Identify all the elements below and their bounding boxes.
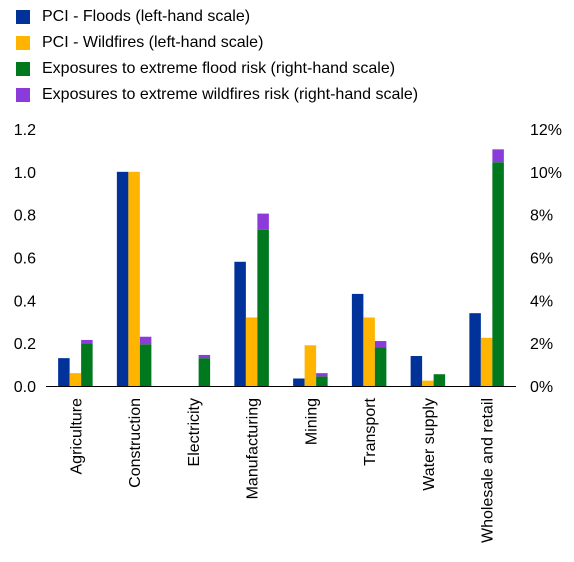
right-tick-label: 12% [530, 122, 562, 139]
x-axis: Agriculture Construction Electricity Manufa… [68, 397, 496, 543]
category-label: Transport [362, 397, 379, 465]
bar-pci-floods [469, 313, 481, 386]
bar-exposure-flood [374, 347, 387, 386]
left-tick-label: 0.4 [14, 293, 36, 310]
legend-item: PCI - Floods (left-hand scale) [16, 4, 418, 30]
bar-pci-wildfires [128, 171, 140, 386]
bar-pci-floods [351, 293, 364, 386]
legend-item: Exposures to extreme flood risk (right-h… [16, 56, 418, 82]
legend-label: Exposures to extreme wildfires risk (rig… [42, 86, 419, 103]
bar-pci-wildfires [363, 317, 375, 386]
legend-item: PCI - Wildfires (left-hand scale) [16, 30, 418, 56]
category-label: Construction [127, 398, 144, 488]
bar-pci-floods [234, 261, 246, 386]
bar-exposure-flood [139, 344, 152, 386]
category-label: Wholesale and retail [480, 398, 497, 543]
category-label: Manufacturing [245, 398, 262, 499]
bar-exposure-flood [198, 358, 211, 386]
right-tick-label: 0% [530, 379, 553, 396]
legend-swatch [16, 88, 30, 102]
left-tick-label: 0.2 [14, 336, 36, 353]
bar-exposure-flood [257, 229, 269, 386]
bar-pci-wildfires [69, 373, 82, 386]
bar-exposure-flood [81, 343, 93, 386]
legend: PCI - Floods (left-hand scale) PCI - Wild… [16, 4, 418, 108]
bar-exposure-flood [316, 376, 328, 386]
legend-label: PCI - Wildfires (left-hand scale) [42, 34, 264, 51]
legend-swatch [16, 36, 30, 50]
right-tick-label: 4% [530, 293, 553, 310]
category-label: Water supply [421, 398, 438, 491]
left-tick-label: 1.2 [14, 122, 36, 139]
left-tick-label: 0.0 [14, 379, 36, 396]
category-label: Agriculture [68, 398, 85, 475]
right-tick-label: 6% [530, 251, 553, 268]
left-tick-label: 1.0 [14, 165, 36, 182]
left-axis: 0.0 0.2 0.4 0.6 0.8 1.0 1.2 [14, 122, 36, 396]
legend-item: Exposures to extreme wildfires risk (rig… [16, 82, 418, 108]
category-label: Electricity [186, 398, 203, 466]
category-label: Mining [303, 398, 320, 445]
bar-pci-floods [116, 171, 129, 386]
legend-swatch [16, 10, 30, 24]
bar-pci-floods [58, 358, 70, 386]
left-tick-label: 0.8 [14, 208, 36, 225]
bar-pci-wildfires [245, 317, 258, 386]
bar-pci-wildfires [304, 345, 317, 386]
bar-pci-wildfires [422, 380, 434, 386]
bar-exposure-flood [492, 162, 504, 386]
bar-exposure-wildfire [492, 149, 504, 163]
right-tick-label: 2% [530, 336, 553, 353]
legend-swatch [16, 62, 30, 76]
legend-label: PCI - Floods (left-hand scale) [42, 8, 251, 25]
bar-exposure-wildfire [81, 339, 93, 344]
bar-pci-wildfires [480, 337, 493, 386]
bar-exposure-wildfire [257, 213, 269, 230]
right-axis: 0% 2% 4% 6% 8% 10% 12% [530, 122, 562, 396]
bar-exposure-wildfire [316, 373, 328, 377]
right-tick-label: 8% [530, 208, 553, 225]
bar-exposure-wildfire [374, 341, 387, 348]
bar-exposure-wildfire [198, 354, 211, 359]
bar-exposure-wildfire [139, 336, 152, 345]
bar-pci-floods [410, 356, 423, 386]
legend-label: Exposures to extreme flood risk (right-h… [42, 60, 396, 77]
bar-pci-floods [293, 378, 305, 386]
bars [58, 149, 504, 386]
bar-exposure-flood [433, 374, 446, 386]
right-tick-label: 10% [530, 165, 562, 182]
left-tick-label: 0.6 [14, 251, 36, 268]
